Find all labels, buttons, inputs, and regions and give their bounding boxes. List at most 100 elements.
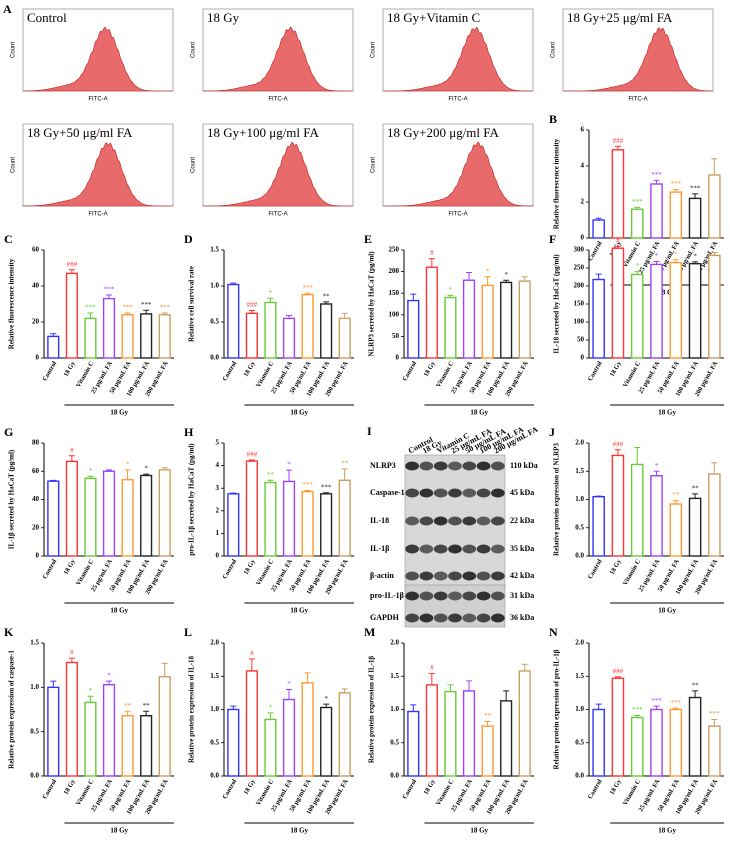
panel-letter: C	[4, 232, 13, 246]
blot-band	[433, 591, 448, 601]
y-tick-label: 60	[32, 467, 40, 475]
significance-label: *	[269, 703, 273, 711]
bar	[264, 718, 277, 777]
bar	[630, 273, 644, 359]
y-tick-label: 100	[574, 318, 585, 326]
protein-label: Caspase-1	[370, 488, 405, 497]
sample-title: 18 Gy	[207, 10, 240, 25]
x-axis-label: FITC-A	[88, 212, 107, 218]
bar	[121, 715, 134, 777]
error-bar	[87, 695, 94, 703]
bar	[592, 495, 605, 557]
bar	[592, 278, 605, 359]
error-bar	[711, 252, 718, 256]
significance-label: ###	[247, 301, 258, 309]
bar	[84, 701, 97, 777]
group-label: 18 Gy	[658, 827, 676, 835]
y-axis-label: Relative protein expression of NLRP3	[553, 443, 561, 556]
significance-label: #	[430, 249, 434, 257]
y-tick-label: 0	[581, 354, 585, 362]
protein-label: GAPDH	[370, 613, 400, 622]
size-label: 110 kDa	[510, 461, 538, 470]
error-bar	[323, 703, 330, 708]
bar	[444, 690, 457, 777]
x-axis-label: FITC-A	[268, 97, 287, 103]
bar	[47, 480, 60, 557]
blot-band	[448, 488, 462, 498]
sample-title: 18 Gy+200 μg/ml FA	[387, 125, 500, 140]
significance-label: ***	[632, 706, 643, 714]
error-bar	[341, 688, 348, 693]
bar	[338, 692, 351, 777]
y-tick-label: 0.5	[575, 738, 584, 746]
y-axis-label: NLRP3 secreted by HaCaT (pg/ml)	[368, 251, 376, 357]
significance-label: *	[655, 462, 659, 470]
y-tick-label: 0	[216, 552, 220, 560]
panel-letter: N	[549, 625, 558, 639]
significance-label: *	[126, 460, 130, 468]
blot-band	[491, 571, 505, 581]
error-bar	[614, 245, 621, 249]
blot-band	[462, 488, 477, 498]
bar	[669, 261, 683, 359]
y-axis-label: Relative protein expression of IL-1β	[368, 656, 376, 764]
blot-band	[491, 488, 505, 498]
error-bar	[614, 449, 621, 456]
y-tick-label: 1.5	[575, 672, 584, 680]
y-tick-label: 2.0	[210, 639, 219, 647]
significance-label: **	[267, 471, 275, 479]
panel-letter: E	[364, 232, 372, 246]
y-tick-label: 2.0	[575, 439, 584, 447]
significance-label: #	[70, 649, 74, 657]
blot-band	[405, 461, 419, 471]
y-axis-label: Count	[11, 157, 17, 173]
group-label: 18 Gy	[110, 827, 128, 835]
size-label: 35 kDa	[510, 544, 534, 553]
error-bar	[323, 301, 330, 304]
error-bar	[304, 672, 311, 683]
bar	[611, 677, 625, 777]
error-bar	[595, 217, 602, 220]
significance-label: **	[692, 484, 700, 492]
significance-label: *	[287, 680, 291, 688]
group-label: 18 Gy	[470, 827, 488, 835]
group-label: 18 Gy	[290, 607, 308, 615]
histogram-shape	[22, 26, 174, 92]
bar	[84, 317, 97, 359]
sample-title: 18 Gy+Vitamin C	[387, 10, 480, 25]
y-tick-label: 50	[577, 336, 585, 344]
significance-label: ***	[632, 198, 643, 206]
panel-letter: I	[367, 424, 372, 438]
bar	[320, 303, 333, 359]
error-bar	[653, 470, 660, 476]
y-tick-label: 0.0	[30, 772, 39, 780]
significance-label: ***	[141, 301, 152, 309]
bar	[140, 313, 153, 359]
y-tick-label: 4	[581, 162, 585, 170]
y-axis-label: IL-18 secreted by HaCaT (pg/ml)	[553, 254, 561, 354]
error-bar	[161, 662, 168, 677]
bar	[481, 284, 494, 359]
error-bar	[50, 680, 57, 688]
significance-label: ***	[690, 185, 701, 193]
bar	[669, 708, 683, 777]
blot-band	[405, 571, 419, 581]
bar	[650, 708, 663, 777]
histogram-shape	[562, 27, 714, 92]
x-axis-label: FITC-A	[448, 97, 467, 103]
significance-label: **	[323, 292, 331, 300]
blot-band	[448, 613, 462, 623]
y-tick-label: 200	[574, 282, 585, 290]
bar	[121, 479, 134, 557]
significance-label: *	[287, 461, 291, 469]
bar	[338, 479, 351, 557]
error-bar	[484, 720, 491, 727]
error-bar	[634, 206, 641, 210]
y-tick-label: 60	[32, 246, 40, 254]
bar	[320, 706, 333, 777]
bar	[518, 280, 531, 359]
blot-band	[405, 516, 419, 526]
panel-letter: J	[549, 425, 555, 439]
y-tick-label: 300	[574, 246, 585, 254]
bar	[407, 299, 420, 359]
